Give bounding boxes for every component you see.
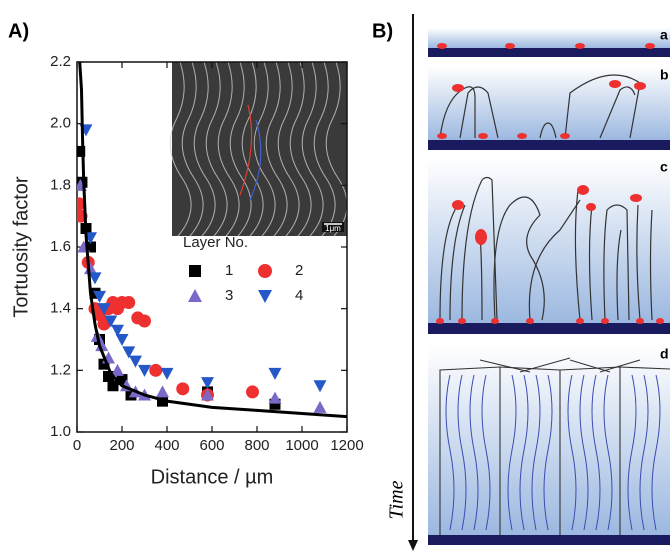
inset-scale: 1μm: [325, 224, 341, 233]
marker: [201, 388, 214, 401]
marker: [104, 315, 118, 328]
marker: [111, 324, 124, 337]
marker: [98, 358, 110, 370]
marker: [103, 371, 114, 382]
legend-label: 3: [225, 287, 233, 304]
marker: [313, 400, 327, 413]
legend-label: 1: [225, 262, 233, 279]
step-label: b: [660, 67, 669, 83]
marker: [95, 339, 109, 352]
panel-label: B): [372, 20, 393, 42]
x-tick-label: 0: [73, 437, 81, 454]
y-axis-label: Tortuosity factor: [10, 176, 32, 318]
marker: [116, 374, 128, 386]
x-axis-label: Distance / µm: [151, 466, 274, 488]
panel-label: A): [8, 20, 29, 42]
axis-label: Time: [386, 480, 408, 519]
y-tick-label: 2.2: [50, 53, 71, 70]
step-label: d: [660, 346, 669, 362]
marker: [313, 380, 327, 393]
marker: [93, 290, 106, 303]
x-tick-label: 200: [109, 437, 134, 454]
marker: [269, 398, 281, 410]
y-tick-label: 1.4: [50, 300, 71, 317]
x-tick-label: 1200: [330, 437, 363, 454]
legend-label: 4: [295, 287, 303, 304]
marker: [246, 385, 259, 399]
marker: [268, 367, 282, 380]
step-label: c: [660, 159, 668, 175]
marker: [88, 272, 102, 285]
y-tick-label: 1.6: [50, 238, 71, 255]
marker: [97, 303, 111, 316]
x-tick-label: 400: [154, 437, 179, 454]
marker: [160, 367, 174, 380]
marker: [129, 355, 142, 368]
x-tick-label: 1000: [285, 437, 318, 454]
legend-marker: [188, 289, 202, 302]
marker: [122, 296, 136, 309]
marker: [84, 262, 97, 275]
marker: [115, 334, 129, 346]
fit-line: [78, 62, 347, 419]
marker: [138, 314, 151, 328]
legend-marker: [258, 290, 272, 303]
inset-image: [169, 61, 348, 237]
legend-label: 2: [295, 262, 303, 279]
step-label: a: [660, 27, 668, 43]
legend-marker: [189, 265, 201, 277]
y-tick-label: 1.2: [50, 361, 71, 378]
legend-title: Layer No.: [183, 234, 248, 251]
marker: [176, 382, 190, 396]
marker: [156, 385, 169, 398]
y-tick-label: 1.8: [50, 176, 71, 193]
marker: [107, 380, 119, 392]
y-tick-label: 1.0: [50, 423, 71, 440]
plot-frame: [76, 61, 348, 433]
x-tick-label: 800: [244, 437, 269, 454]
diagram: [408, 14, 670, 551]
marker: [111, 363, 124, 376]
x-tick-label: 600: [199, 437, 224, 454]
legend-marker: [258, 264, 272, 278]
marker: [201, 377, 214, 390]
marker: [122, 346, 136, 359]
marker: [85, 241, 96, 253]
marker: [149, 363, 163, 377]
y-tick-label: 2.0: [50, 115, 71, 132]
plot-area: [77, 62, 347, 419]
marker: [138, 364, 151, 377]
marker: [268, 391, 282, 404]
marker: [77, 145, 86, 157]
